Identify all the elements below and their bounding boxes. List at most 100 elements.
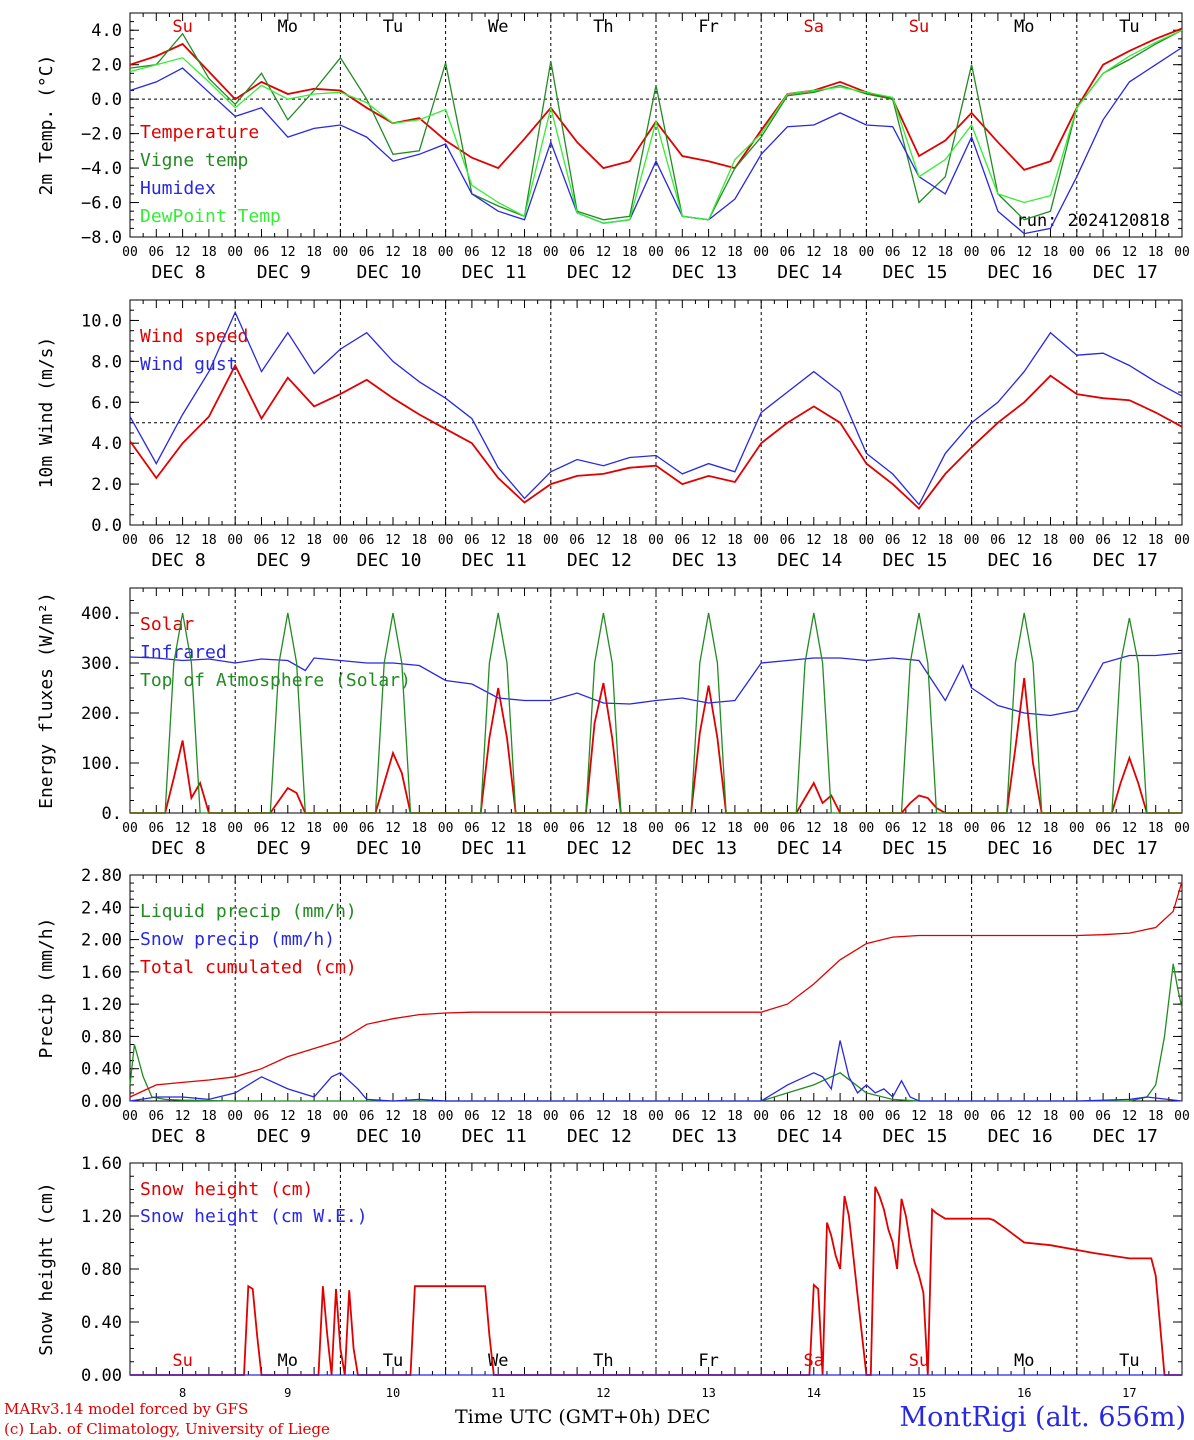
weekday-label: Fr [698, 1351, 718, 1371]
weekday-label: Mo [1014, 1351, 1034, 1371]
hour-tick-label: 00 [1174, 821, 1190, 836]
hour-tick-label: 00 [1069, 821, 1085, 836]
hour-tick-label: 00 [859, 821, 875, 836]
legend-entry: Infrared [140, 642, 227, 663]
hour-tick-label: 18 [937, 245, 953, 260]
day-label: DEC 14 [777, 262, 842, 283]
hour-tick-label: 18 [201, 821, 217, 836]
hour-tick-label: 06 [780, 245, 796, 260]
hour-tick-label: 00 [438, 245, 454, 260]
hour-tick-label: 12 [1016, 245, 1032, 260]
hour-tick-label: 06 [885, 1109, 901, 1124]
series-line [129, 963, 1183, 1102]
hour-tick-label: 00 [227, 533, 243, 548]
hour-tick-label: 06 [674, 821, 690, 836]
model-credit: MARv3.14 model forced by GFS [4, 1400, 249, 1418]
hour-tick-label: 18 [306, 1109, 322, 1124]
hour-tick-label: 00 [859, 245, 875, 260]
weekday-label: Su [172, 17, 192, 37]
hour-tick-label: 06 [885, 533, 901, 548]
y-tick-label: 2.0 [91, 475, 122, 495]
hour-tick-label: 18 [622, 821, 638, 836]
legend-entry: Liquid precip (mm/h) [140, 901, 357, 922]
hour-tick-label: 18 [517, 533, 533, 548]
hour-tick-label: 00 [122, 245, 138, 260]
panel-2: 10.0 8.0 6.0 4.0 2.0 0.0 10m Wind (m/s) 00 06 12 1… [36, 299, 1190, 571]
day-label: DEC 9 [257, 838, 311, 859]
hour-tick-label: 00 [648, 533, 664, 548]
weekday-label: Mo [278, 17, 298, 37]
day-label: DEC 14 [777, 550, 842, 571]
y-tick-label: −2.0 [81, 125, 122, 145]
legend-entry: DewPoint Temp [140, 206, 281, 227]
hour-tick-label: 00 [753, 245, 769, 260]
series-line [129, 363, 1183, 510]
hour-tick-label: 00 [964, 533, 980, 548]
hour-tick-label: 18 [622, 245, 638, 260]
hour-tick-label: 12 [385, 245, 401, 260]
hour-tick-label: 06 [148, 1109, 164, 1124]
day-number-label: 9 [284, 1386, 291, 1400]
hour-tick-label: 00 [753, 821, 769, 836]
day-label: DEC 10 [356, 262, 421, 283]
hour-tick-label: 12 [1016, 1109, 1032, 1124]
hour-tick-label: 06 [464, 533, 480, 548]
series-line [129, 1040, 1183, 1102]
weekday-label: Su [172, 1351, 192, 1371]
hour-tick-label: 18 [306, 821, 322, 836]
hour-tick-label: 12 [1122, 245, 1138, 260]
hour-tick-label: 18 [411, 1109, 427, 1124]
hour-tick-label: 00 [227, 1109, 243, 1124]
series-line [129, 29, 1183, 221]
day-label: DEC 17 [1093, 550, 1158, 571]
hour-tick-label: 00 [1069, 533, 1085, 548]
lab-credit: (c) Lab. of Climatology, University of L… [4, 1420, 330, 1438]
hour-tick-label: 18 [727, 1109, 743, 1124]
hour-tick-label: 06 [674, 245, 690, 260]
hour-tick-label: 12 [175, 533, 191, 548]
hour-tick-label: 18 [832, 533, 848, 548]
hour-tick-label: 00 [1069, 245, 1085, 260]
y-tick-label: 1.60 [81, 963, 122, 983]
y-tick-label: −6.0 [81, 194, 122, 214]
series-line [129, 652, 1183, 717]
weekday-label: Sa [804, 1351, 824, 1371]
hour-tick-label: 18 [1043, 245, 1059, 260]
hour-tick-label: 06 [990, 1109, 1006, 1124]
panel-1: 4.0 2.0 0.0 −2.0 −4.0 −6.0 −8.0 2m Temp. (°C) 00… [36, 12, 1190, 283]
hour-tick-label: 06 [148, 821, 164, 836]
hour-tick-label: 00 [543, 533, 559, 548]
hour-tick-label: 18 [937, 821, 953, 836]
hour-tick-label: 06 [148, 533, 164, 548]
day-label: DEC 9 [257, 1126, 311, 1147]
hour-tick-label: 06 [148, 245, 164, 260]
y-tick-label: 0.00 [81, 1366, 122, 1386]
hour-tick-label: 18 [411, 821, 427, 836]
hour-tick-label: 18 [1148, 821, 1164, 836]
y-axis-label: 10m Wind (m/s) [36, 337, 57, 489]
hour-tick-label: 12 [175, 821, 191, 836]
series-line [130, 612, 1182, 814]
hour-tick-label: 18 [727, 245, 743, 260]
hour-tick-label: 00 [122, 533, 138, 548]
y-tick-label: 4.0 [91, 434, 122, 454]
day-number-label: 16 [1017, 1386, 1031, 1400]
legend-entry: Solar [140, 614, 194, 635]
hour-tick-label: 00 [1174, 245, 1190, 260]
legend-entry: Snow height (cm W.E.) [140, 1206, 368, 1227]
y-tick-label: 400. [81, 604, 122, 624]
day-label: DEC 17 [1093, 262, 1158, 283]
y-tick-label: 1.20 [81, 995, 122, 1015]
hour-tick-label: 06 [254, 1109, 270, 1124]
hour-tick-label: 00 [1174, 533, 1190, 548]
hour-tick-label: 12 [280, 1109, 296, 1124]
hour-tick-label: 00 [648, 1109, 664, 1124]
run-label: run: 2024120818 [1016, 211, 1170, 231]
legend-entry: Humidex [140, 178, 216, 199]
day-label: DEC 10 [356, 1126, 421, 1147]
y-tick-label: 8.0 [91, 352, 122, 372]
day-label: DEC 13 [672, 838, 737, 859]
hour-tick-label: 12 [596, 821, 612, 836]
day-label: DEC 13 [672, 1126, 737, 1147]
day-label: DEC 14 [777, 838, 842, 859]
